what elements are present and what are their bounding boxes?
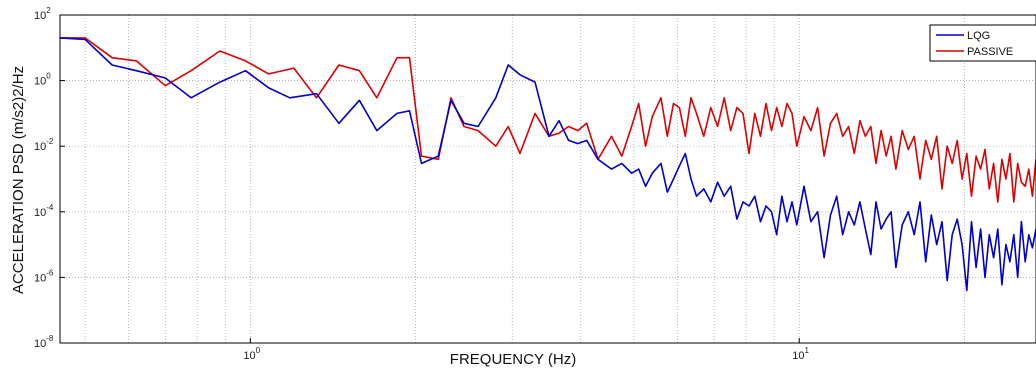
y-tick-label: 10-4 — [34, 203, 54, 219]
y-axis-label: ACCELERATION PSD (m/s2)2/Hz — [10, 66, 27, 294]
x-tick-label: 100 — [243, 346, 260, 362]
y-tick-label: 100 — [34, 72, 51, 88]
y-tick-label: 10-2 — [34, 137, 54, 153]
series-line-lqg — [60, 37, 1036, 292]
y-tick-label: 102 — [34, 6, 51, 22]
legend-label-passive: PASSIVE — [967, 46, 1013, 58]
legend-box — [929, 24, 1036, 62]
y-tick-label: 10-8 — [34, 334, 54, 350]
x-axis-label: FREQUENCY (Hz) — [450, 351, 576, 368]
x-tick-label: 101 — [792, 346, 809, 362]
plot-frame — [59, 14, 1036, 344]
series-group — [60, 37, 1036, 292]
axis-ticks: 100 101 102 100 10-2 10-4 10-6 10-8 — [34, 6, 809, 362]
legend-label-lqg: LQG — [967, 30, 990, 42]
legend: LQG PASSIVE — [929, 24, 1036, 62]
y-tick-label: 10-6 — [34, 268, 54, 284]
